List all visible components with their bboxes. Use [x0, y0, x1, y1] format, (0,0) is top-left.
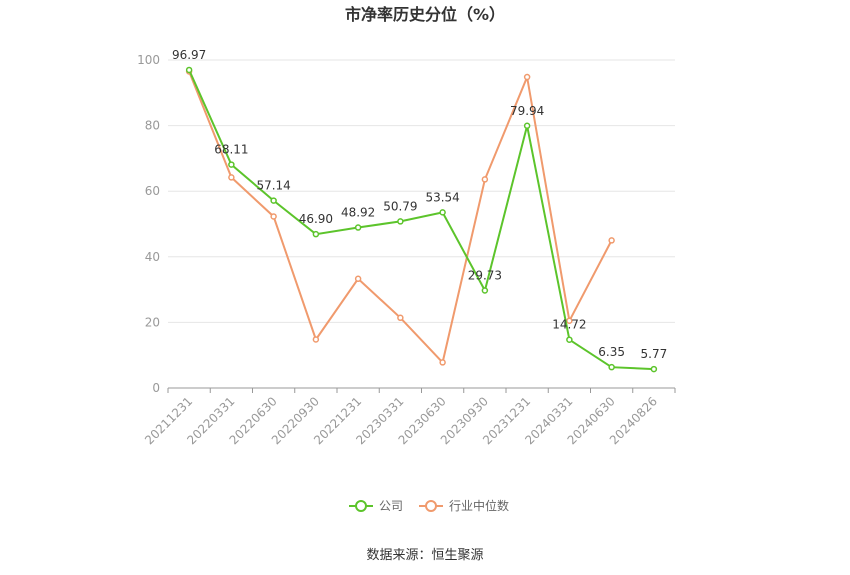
- y-tick-label: 20: [145, 315, 160, 329]
- legend-marker: [425, 500, 437, 512]
- data-point[interactable]: [270, 213, 277, 220]
- data-label: 14.72: [552, 318, 586, 332]
- x-axis: 2021123120220331202206302022093020221231…: [142, 387, 676, 447]
- data-point[interactable]: [523, 122, 531, 130]
- y-tick-label: 60: [145, 184, 160, 198]
- data-point[interactable]: [354, 224, 362, 231]
- data-label: 46.90: [299, 212, 333, 226]
- data-point[interactable]: [228, 174, 235, 181]
- data-label: 57.14: [256, 179, 290, 193]
- y-tick-label: 40: [145, 250, 160, 264]
- data-label: 96.97: [172, 48, 206, 62]
- legend-label: 公司: [379, 499, 403, 513]
- data-point[interactable]: [439, 359, 446, 366]
- data-label: 50.79: [383, 199, 417, 213]
- chart-title: 市净率历史分位（%）: [345, 5, 505, 24]
- data-point[interactable]: [566, 317, 573, 325]
- y-axis: 0 20 40 60 80 100: [137, 53, 160, 395]
- data-label: 53.54: [425, 190, 459, 204]
- data-point[interactable]: [650, 365, 658, 373]
- data-label: 6.35: [598, 345, 625, 359]
- data-point[interactable]: [270, 197, 277, 204]
- data-point[interactable]: [354, 275, 362, 283]
- data-point[interactable]: [523, 73, 531, 81]
- legend[interactable]: 公司 行业中位数: [349, 498, 509, 513]
- data-point[interactable]: [397, 218, 404, 225]
- data-labels: 96.97 68.11 57.14 46.90 48.92 50.79 53.54 29.73…: [172, 48, 667, 361]
- data-point[interactable]: [481, 176, 489, 183]
- series-layer: [185, 66, 658, 373]
- legend-item-0[interactable]: 公司: [349, 499, 403, 513]
- data-point[interactable]: [228, 161, 235, 168]
- y-tick-label: 100: [137, 53, 160, 67]
- series-line-0: [188, 69, 654, 371]
- data-point[interactable]: [312, 230, 320, 238]
- data-point[interactable]: [439, 209, 446, 216]
- legend-marker: [355, 500, 367, 512]
- data-label: 79.94: [510, 104, 544, 118]
- legend-label: 行业中位数: [449, 498, 509, 513]
- data-point[interactable]: [608, 363, 615, 371]
- grid: [168, 59, 675, 323]
- data-point[interactable]: [312, 336, 320, 343]
- y-tick-label: 0: [152, 381, 160, 395]
- data-label: 5.77: [641, 347, 668, 361]
- data-point[interactable]: [185, 66, 193, 74]
- y-tick-label: 80: [145, 119, 160, 133]
- data-point[interactable]: [397, 314, 404, 322]
- data-label: 68.11: [214, 143, 248, 157]
- legend-item-1[interactable]: 行业中位数: [419, 498, 509, 513]
- source-note: 数据来源：恒生聚源: [366, 548, 483, 563]
- data-point[interactable]: [481, 287, 489, 294]
- data-point[interactable]: [566, 336, 573, 343]
- data-point[interactable]: [608, 237, 615, 244]
- data-label: 29.73: [468, 268, 502, 282]
- data-label: 48.92: [341, 206, 375, 220]
